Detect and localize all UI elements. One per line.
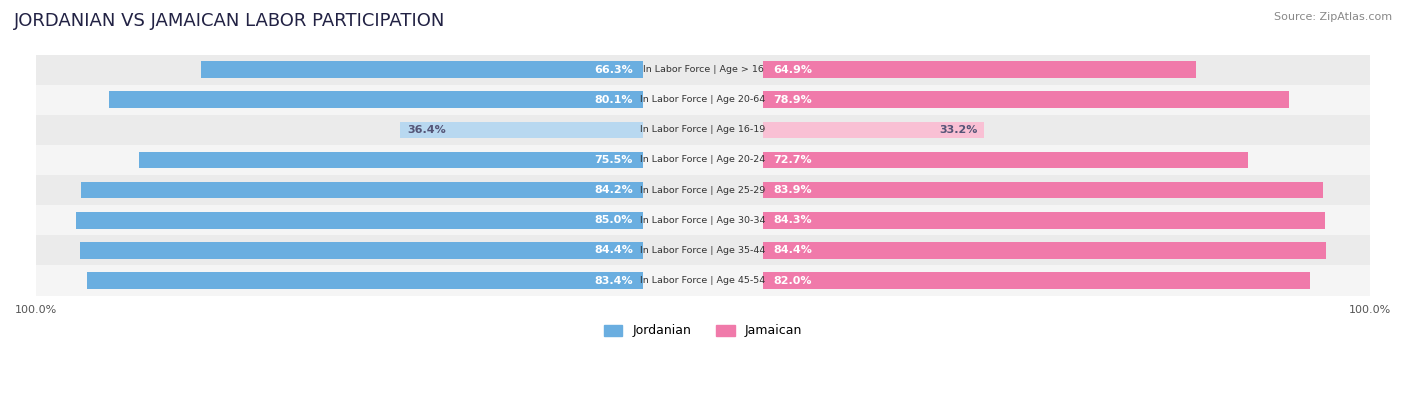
Text: 84.4%: 84.4% (595, 245, 633, 256)
Text: 33.2%: 33.2% (939, 125, 977, 135)
Bar (763, 91, 1289, 108)
Text: In Labor Force | Age 20-24: In Labor Force | Age 20-24 (640, 156, 766, 164)
Bar (763, 152, 1249, 168)
Text: 84.2%: 84.2% (595, 185, 633, 195)
Bar (763, 242, 1326, 259)
Text: 84.4%: 84.4% (773, 245, 811, 256)
Text: Source: ZipAtlas.com: Source: ZipAtlas.com (1274, 12, 1392, 22)
Text: 72.7%: 72.7% (773, 155, 811, 165)
Bar (37, 175, 1369, 205)
Bar (763, 122, 984, 138)
Bar (82, 182, 643, 198)
Bar (201, 61, 643, 78)
Bar (763, 61, 1197, 78)
Text: JORDANIAN VS JAMAICAN LABOR PARTICIPATION: JORDANIAN VS JAMAICAN LABOR PARTICIPATIO… (14, 12, 446, 30)
Text: 83.9%: 83.9% (773, 185, 811, 195)
Text: 83.4%: 83.4% (595, 276, 633, 286)
Bar (37, 145, 1369, 175)
Bar (763, 272, 1310, 289)
Text: 36.4%: 36.4% (406, 125, 446, 135)
Bar (37, 205, 1369, 235)
Bar (139, 152, 643, 168)
Bar (80, 242, 643, 259)
Bar (37, 115, 1369, 145)
Bar (87, 272, 643, 289)
Bar (37, 55, 1369, 85)
Bar (37, 265, 1369, 295)
Text: 82.0%: 82.0% (773, 276, 811, 286)
Bar (37, 85, 1369, 115)
Text: In Labor Force | Age 20-64: In Labor Force | Age 20-64 (640, 95, 766, 104)
Bar (763, 212, 1326, 229)
Text: 64.9%: 64.9% (773, 64, 813, 75)
Bar (401, 122, 643, 138)
Text: 80.1%: 80.1% (595, 95, 633, 105)
Text: 75.5%: 75.5% (595, 155, 633, 165)
Legend: Jordanian, Jamaican: Jordanian, Jamaican (599, 320, 807, 342)
Bar (763, 182, 1323, 198)
Text: 85.0%: 85.0% (595, 215, 633, 225)
Text: In Labor Force | Age 30-34: In Labor Force | Age 30-34 (640, 216, 766, 225)
Text: In Labor Force | Age 45-54: In Labor Force | Age 45-54 (640, 276, 766, 285)
Text: In Labor Force | Age > 16: In Labor Force | Age > 16 (643, 65, 763, 74)
Text: 66.3%: 66.3% (595, 64, 633, 75)
Text: 84.3%: 84.3% (773, 215, 811, 225)
Text: In Labor Force | Age 35-44: In Labor Force | Age 35-44 (640, 246, 766, 255)
Bar (108, 91, 643, 108)
Bar (37, 235, 1369, 265)
Bar (76, 212, 643, 229)
Text: In Labor Force | Age 16-19: In Labor Force | Age 16-19 (640, 125, 766, 134)
Text: In Labor Force | Age 25-29: In Labor Force | Age 25-29 (640, 186, 766, 195)
Text: 78.9%: 78.9% (773, 95, 811, 105)
